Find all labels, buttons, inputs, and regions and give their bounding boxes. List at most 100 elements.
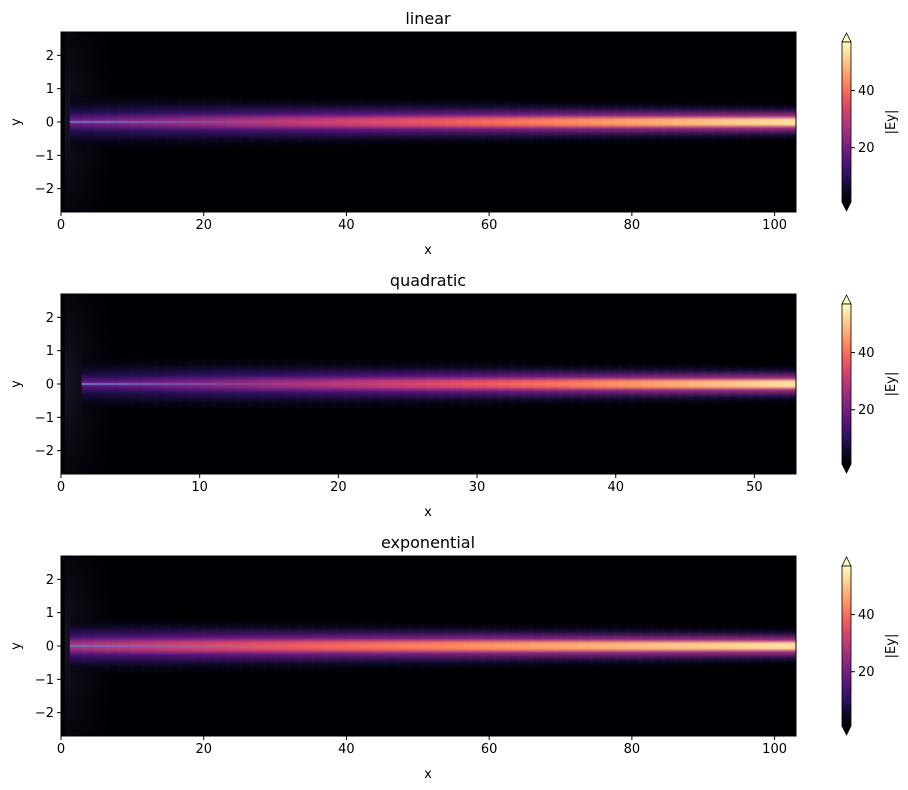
- y-tick-label: 1: [46, 344, 54, 359]
- x-tick-label: 20: [330, 480, 347, 495]
- y-tick-label: 0: [46, 378, 54, 393]
- colorbar-tick-label: 20: [858, 665, 875, 680]
- x-tick-label: 30: [469, 480, 486, 495]
- beam-segment: [638, 99, 654, 145]
- beam-segment: [529, 97, 545, 147]
- beam-segment: [602, 98, 618, 146]
- beam-segment: [578, 98, 593, 146]
- beam-segment: [517, 97, 533, 147]
- panel-title: linear: [405, 9, 451, 28]
- beam-segment: [287, 617, 303, 675]
- x-tick-label: 40: [338, 218, 355, 233]
- x-tick-label: 0: [57, 218, 65, 233]
- beam-segment: [590, 98, 605, 146]
- colorbar-tick-label: 20: [858, 403, 875, 418]
- beam-segment: [711, 624, 727, 668]
- beam-segment: [650, 99, 666, 145]
- beam-segment: [481, 621, 497, 671]
- beam-segment: [360, 619, 376, 673]
- beam-segment: [602, 622, 618, 670]
- field-heatmap: [61, 556, 796, 736]
- colorbar-gradient: [841, 303, 852, 465]
- beam-segment: [348, 94, 363, 150]
- beam-segment: [372, 95, 388, 149]
- y-tick-label: −1: [35, 149, 54, 164]
- x-tick-label: 60: [481, 742, 498, 757]
- panel-title: quadratic: [390, 271, 466, 290]
- beam-segment: [481, 97, 497, 147]
- beam-segment: [384, 95, 400, 149]
- beam-segment: [759, 101, 775, 143]
- y-tick-label: 1: [46, 82, 54, 97]
- x-axis-label: x: [424, 767, 432, 782]
- colorbar-extend-bottom: [841, 725, 852, 736]
- beam-segment: [457, 96, 472, 148]
- colorbar-gradient: [841, 41, 852, 203]
- beam-segment: [384, 619, 400, 673]
- x-tick-label: 80: [624, 218, 641, 233]
- y-tick-label: −2: [35, 444, 54, 459]
- beam-segment: [323, 618, 339, 674]
- beam-segment: [408, 95, 424, 149]
- x-tick-label: 20: [195, 218, 212, 233]
- beam-segment: [432, 620, 448, 672]
- x-tick-label: 0: [57, 742, 65, 757]
- y-axis-ticks: −2 −1 0 1 2: [35, 311, 61, 459]
- core-line: [69, 120, 291, 124]
- y-tick-label: 2: [46, 573, 54, 588]
- x-axis-label: x: [424, 505, 432, 520]
- x-tick-label: 10: [191, 480, 208, 495]
- x-tick-label: 40: [607, 480, 624, 495]
- beam-segment: [469, 96, 484, 148]
- beam-segment: [348, 618, 363, 674]
- beam-segment: [553, 98, 569, 146]
- beam-segment: [323, 94, 339, 150]
- beam-segment: [457, 620, 472, 672]
- beam-segment: [687, 100, 702, 144]
- beam-segment: [493, 621, 509, 671]
- colorbar-gradient: [841, 565, 852, 727]
- y-axis-label: y: [9, 380, 24, 388]
- x-tick-label: 100: [762, 218, 787, 233]
- beam-segment: [336, 94, 351, 150]
- colorbar-label: |Ey|: [884, 110, 899, 135]
- x-axis-ticks: 0 20 40 60 80 100: [57, 736, 787, 757]
- beam-segment: [420, 96, 436, 148]
- y-tick-label: 0: [46, 116, 54, 131]
- beam-segment: [650, 623, 666, 669]
- beam-segment: [396, 619, 412, 673]
- y-tick-label: −2: [35, 706, 54, 721]
- beam-segment: [529, 621, 545, 671]
- beam-segment: [747, 101, 763, 143]
- x-tick-label: 40: [338, 742, 355, 757]
- beam-segment: [408, 619, 424, 673]
- beam-segment: [590, 622, 605, 670]
- y-tick-label: 1: [46, 606, 54, 621]
- beam-segment: [287, 93, 303, 151]
- beam-segment: [626, 623, 642, 669]
- core-line: [81, 382, 303, 386]
- beam-segment: [541, 98, 557, 146]
- beam-segment: [445, 620, 460, 672]
- beam-segment: [783, 625, 796, 667]
- x-tick-label: 60: [481, 218, 498, 233]
- y-tick-label: −2: [35, 182, 54, 197]
- beam-segment: [674, 100, 690, 144]
- y-tick-label: −1: [35, 411, 54, 426]
- colorbar-tick-label: 40: [858, 84, 875, 99]
- beam-segment: [626, 99, 642, 145]
- beam-segment: [759, 625, 775, 667]
- beam-segment: [566, 98, 581, 146]
- beam-segment: [662, 623, 678, 669]
- beam-segment: [311, 618, 327, 674]
- x-axis-ticks: 0 20 40 60 80 100: [57, 212, 787, 233]
- beam-segment: [336, 618, 351, 674]
- y-axis-ticks: −2 −1 0 1 2: [35, 573, 61, 721]
- beam-segment: [711, 100, 727, 144]
- y-axis-ticks: −2 −1 0 1 2: [35, 49, 61, 197]
- colorbar-tick-label: 20: [858, 141, 875, 156]
